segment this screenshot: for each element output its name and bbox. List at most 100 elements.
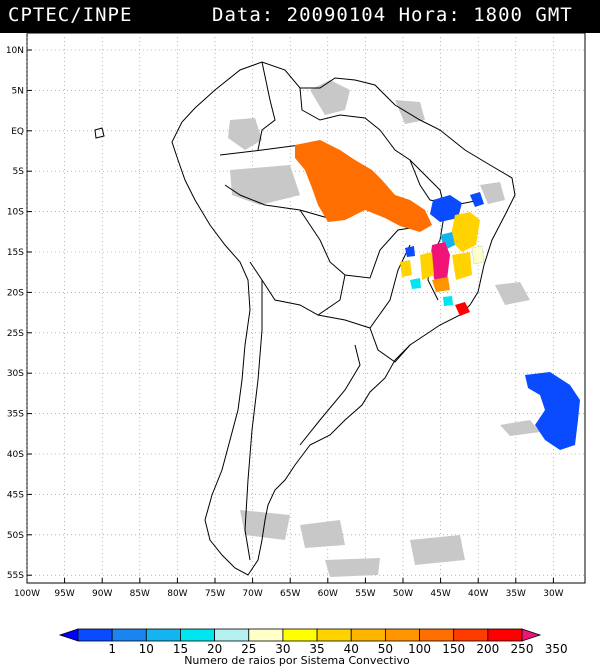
lon-tick-label: 35W [506, 589, 526, 599]
lat-tick-label: 40S [7, 450, 24, 460]
lon-tick-label: 55W [355, 589, 375, 599]
cloud-area [495, 282, 530, 305]
lat-tick-label: 35S [7, 410, 24, 420]
cloud-area [228, 118, 262, 150]
country-border [244, 280, 263, 561]
colorbar-label: 250 [511, 642, 534, 656]
cluster-blue-ocean [525, 372, 580, 450]
lat-tick-label: 5S [13, 167, 25, 177]
cloud-area [230, 165, 300, 205]
cluster-yellow [452, 252, 472, 280]
cluster-yellow [400, 260, 412, 277]
colorbar-segment [214, 628, 250, 642]
colorbar-label: 150 [442, 642, 465, 656]
colorbar-label: 10 [139, 642, 154, 656]
longitude-labels: 100W 95W 90W 85W 80W 75W 70W 65W 60W 55W 50W 45W 40W… [14, 578, 564, 599]
lon-tick-label: 100W [14, 589, 40, 599]
colorbar-label: 40 [344, 642, 359, 656]
coastlines [94, 61, 516, 576]
colorbar-label: 20 [207, 642, 222, 656]
lon-tick-label: 75W [205, 589, 225, 599]
lon-tick-label: 95W [54, 589, 74, 599]
colorbar-segment [453, 628, 489, 642]
colorbar-label: 15 [173, 642, 188, 656]
lon-tick-label: 65W [280, 589, 300, 599]
grid-lines [26, 33, 585, 583]
latitude-labels: 10N 5N EQ 5S 10S 15S 20S 25S 30S 35S 40S 45S 50S 55S [6, 46, 32, 581]
cloud-area [300, 520, 345, 548]
lon-tick-label: 45W [430, 589, 450, 599]
lat-tick-label: EQ [11, 127, 24, 137]
cloud-area [500, 420, 540, 436]
lon-tick-label: 60W [318, 589, 338, 599]
cluster-orange [295, 140, 432, 232]
lon-tick-label: 50W [393, 589, 413, 599]
cloud-area [480, 182, 505, 204]
cluster-blue [430, 195, 462, 222]
cloud-areas [228, 80, 540, 577]
colorbar-segment [77, 628, 113, 642]
lon-tick-label: 85W [130, 589, 150, 599]
colorbar-label: 350 [545, 642, 568, 656]
colorbar-label: 1 [108, 642, 116, 656]
country-border [299, 344, 361, 446]
country-border [299, 87, 381, 131]
cluster-red [455, 302, 470, 316]
colorbar-label: 50 [378, 642, 393, 656]
lat-tick-label: 50S [7, 531, 24, 541]
lat-tick-label: 25S [7, 329, 24, 339]
lon-tick-label: 70W [242, 589, 262, 599]
colorbar-segment [58, 628, 79, 642]
lat-tick-label: 45S [7, 490, 24, 500]
cloud-area [325, 558, 380, 577]
cluster-orange [432, 277, 450, 292]
colorbar-segment [487, 628, 523, 642]
island-outline [94, 127, 105, 139]
cluster-cyan [410, 278, 421, 289]
colorbar-label: 200 [476, 642, 499, 656]
colorbar-label: 30 [275, 642, 290, 656]
cluster-yellow [420, 252, 434, 280]
colorbar-label: 25 [241, 642, 256, 656]
agency-label: CPTEC/INPE [8, 4, 133, 26]
colorbar-segment [384, 628, 420, 642]
cluster-cyan [443, 296, 453, 306]
country-border [369, 327, 411, 363]
colorbar-title: Numero de raios por Sistema Convectivo [184, 654, 410, 667]
state-border [409, 159, 481, 206]
country-border [317, 244, 411, 329]
date-time-label: Data: 20090104 Hora: 1800 GMT [212, 4, 573, 26]
lat-tick-label: 10N [6, 46, 24, 56]
cluster-blue [405, 246, 415, 257]
lon-tick-label: 40W [468, 589, 488, 599]
colorbar-segment [282, 628, 318, 642]
cloud-area [310, 80, 350, 115]
colorbar-segment [350, 628, 386, 642]
lat-tick-label: 15S [7, 248, 24, 258]
colorbar-segment [248, 628, 284, 642]
cluster-yellow [450, 212, 480, 252]
lat-tick-label: 20S [7, 288, 24, 298]
colorbar-segment [419, 628, 455, 642]
cluster-pink [430, 242, 450, 282]
cluster-blue [470, 192, 484, 207]
colorbar-label: 35 [309, 642, 324, 656]
lon-tick-label: 80W [167, 589, 187, 599]
colorbar-segment [180, 628, 216, 642]
map-header: CPTEC/INPE Data: 20090104 Hora: 1800 GMT [0, 0, 600, 33]
south-america-coastline [171, 61, 516, 576]
cloud-area [410, 535, 465, 565]
lat-tick-label: 10S [7, 208, 24, 218]
colorbar-segment [316, 628, 352, 642]
lat-tick-label: 5N [12, 86, 24, 96]
colorbar: 1 10 15 20 25 30 35 40 50 100 150 200 250 350 [58, 628, 568, 656]
country-border [257, 61, 276, 151]
colorbar-label: 100 [408, 642, 431, 656]
cluster-cream [471, 245, 485, 265]
lat-tick-label: 55S [7, 571, 24, 581]
lat-tick-label: 30S [7, 369, 24, 379]
colorbar-segment [145, 628, 181, 642]
colorbar-segment [521, 628, 542, 642]
lon-tick-label: 90W [92, 589, 112, 599]
